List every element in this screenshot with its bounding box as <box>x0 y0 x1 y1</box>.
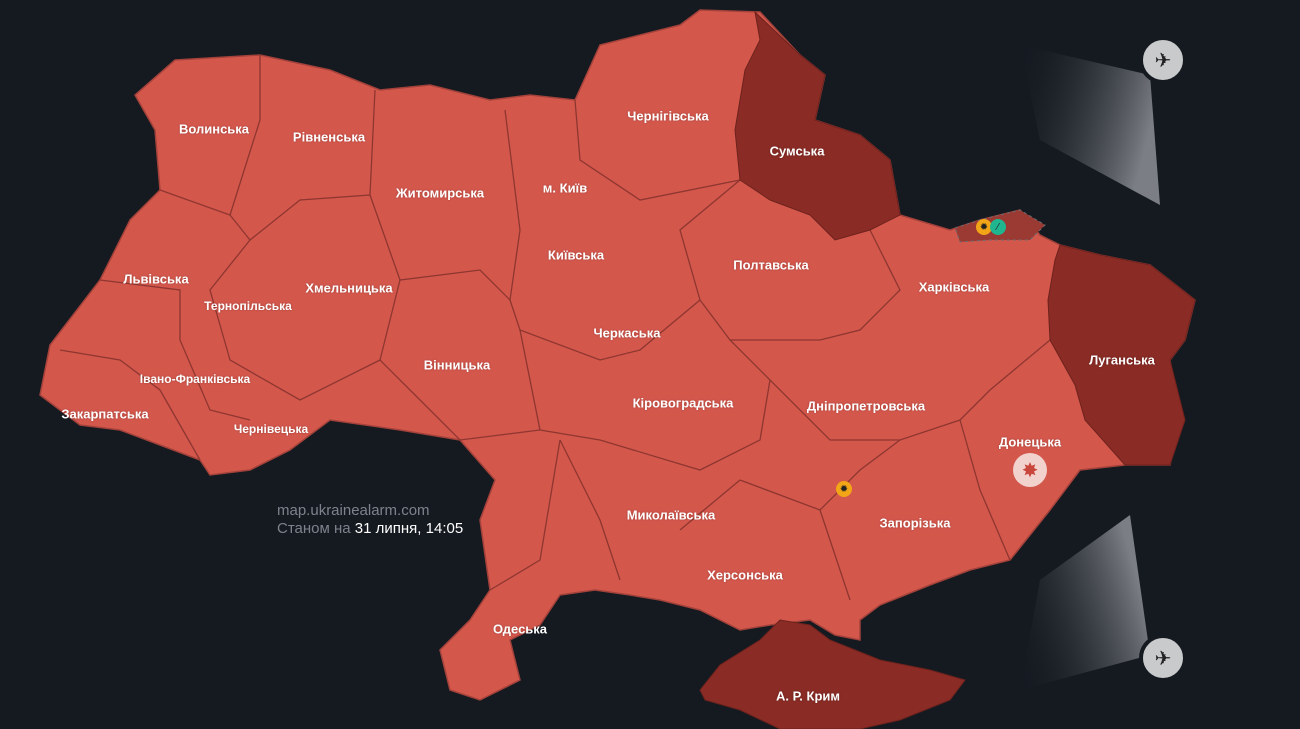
explosion-icon[interactable]: ✸ <box>1013 453 1047 487</box>
sumska-region <box>734 10 901 241</box>
region-label[interactable]: Івано-Франківська <box>139 372 251 386</box>
region-label[interactable]: Чернівецька <box>233 422 309 436</box>
as-of-prefix: Станом на <box>277 520 351 537</box>
region-label[interactable]: А. Р. Крим <box>775 688 841 704</box>
region-label[interactable]: Тернопільська <box>204 299 292 313</box>
region-label[interactable]: Черкаська <box>593 325 661 341</box>
region-label[interactable]: Житомирська <box>395 185 485 201</box>
artillery-icon[interactable]: ✹ <box>836 481 852 497</box>
rifle-icon[interactable]: ⁄ <box>990 219 1006 235</box>
fighter-jet-icon[interactable]: ✈ <box>1139 634 1187 682</box>
region-label[interactable]: м. Київ <box>542 180 588 196</box>
artillery-icon[interactable]: ✹ <box>976 219 992 235</box>
radar-beam-north <box>1020 45 1160 205</box>
radar-beam-south <box>1020 515 1150 690</box>
region-label[interactable]: Рівненська <box>292 129 366 145</box>
region-label[interactable]: Дніпропетровська <box>806 398 926 414</box>
region-label[interactable]: Херсонська <box>707 567 783 583</box>
region-label[interactable]: Харківська <box>918 279 990 295</box>
region-label[interactable]: Київська <box>547 247 605 263</box>
region-label[interactable]: Вінницька <box>423 357 491 373</box>
region-label[interactable]: Донецька <box>998 434 1062 450</box>
region-label[interactable]: Закарпатська <box>61 406 149 422</box>
region-label[interactable]: Луганська <box>1089 352 1155 368</box>
region-label[interactable]: Чернігівська <box>627 108 709 124</box>
crimea-region <box>699 619 966 729</box>
watermark: map.ukrainealarm.com Станом на 31 липня,… <box>277 502 463 538</box>
luhanska-region <box>1047 244 1196 466</box>
region-label[interactable]: Сумська <box>769 143 825 159</box>
region-label[interactable]: Хмельницька <box>305 280 393 296</box>
oblast-borders <box>59 55 1051 601</box>
as-of-timestamp: 31 липня, 14:05 <box>354 520 464 537</box>
region-label[interactable]: Миколаївська <box>626 507 716 523</box>
region-label[interactable]: Запорізька <box>879 515 951 531</box>
watermark-site[interactable]: map.ukrainealarm.com <box>277 502 430 519</box>
region-label[interactable]: Кіровоградська <box>632 395 734 411</box>
region-label[interactable]: Волинська <box>178 121 250 137</box>
region-label[interactable]: Полтавська <box>733 257 809 273</box>
region-label[interactable]: Львівська <box>123 271 189 287</box>
region-label[interactable]: Одеська <box>492 621 548 637</box>
fighter-jet-icon[interactable]: ✈ <box>1139 36 1187 84</box>
